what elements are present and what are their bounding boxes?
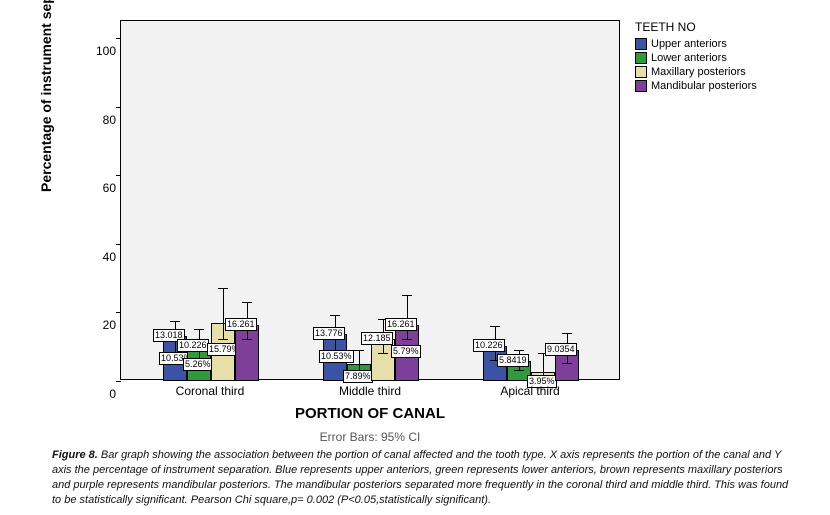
bar-value-label: 10.226 [177, 339, 209, 352]
legend-swatch [635, 80, 647, 92]
bar-ci-label: 7.89% [343, 370, 373, 383]
y-axis-title: Percentage of instrument separation [38, 0, 54, 192]
error-bar-cap [242, 302, 252, 303]
legend-swatch [635, 38, 647, 50]
legend: TEETH NO Upper anteriorsLower anteriorsM… [635, 20, 815, 93]
error-bar-cap [218, 288, 228, 289]
x-category-label: Middle third [339, 384, 401, 398]
bar-value-label: 10.226 [473, 339, 505, 352]
legend-item: Upper anteriors [635, 37, 815, 51]
bar-value-label: 13.776 [313, 327, 345, 340]
bar-value-label: 5.8419 [497, 354, 529, 367]
error-bar-cap [218, 339, 228, 340]
error-bar [223, 288, 224, 339]
error-bar-cap [242, 339, 252, 340]
legend-label: Lower anteriors [651, 51, 727, 65]
y-tick [116, 312, 121, 313]
error-bar-cap [514, 370, 524, 371]
error-bars-note: Error Bars: 95% CI [320, 430, 421, 444]
legend-label: Upper anteriors [651, 37, 727, 51]
y-tick-label: 20 [103, 318, 116, 332]
legend-title: TEETH NO [635, 20, 815, 34]
figure-container: 13.01810.53%10.2265.26%15.79%16.26113.77… [0, 0, 830, 515]
figure-caption: Figure 8. Bar graph showing the associat… [52, 448, 792, 507]
y-tick-label: 60 [103, 181, 116, 195]
error-bar-cap [562, 363, 572, 364]
error-bar-cap [402, 339, 412, 340]
bar-ci-label: 5.79% [391, 345, 421, 358]
bar-value-label: 12.185 [361, 332, 393, 345]
chart-plot-area: 13.01810.53%10.2265.26%15.79%16.26113.77… [120, 20, 620, 380]
y-tick-label: 80 [103, 113, 116, 127]
error-bar-cap [562, 333, 572, 334]
y-tick [116, 244, 121, 245]
legend-label: Mandibular posteriors [651, 79, 757, 93]
error-bar-cap [378, 353, 388, 354]
y-tick [116, 175, 121, 176]
bar-ci-label: 10.53% [319, 350, 354, 363]
error-bar-cap [330, 315, 340, 316]
error-bar-cap [490, 326, 500, 327]
figure-caption-text: Bar graph showing the association betwee… [52, 449, 788, 506]
error-bar-cap [170, 321, 180, 322]
x-axis-title: PORTION OF CANAL [295, 405, 445, 422]
y-tick [116, 38, 121, 39]
error-bar-cap [194, 329, 204, 330]
bar-value-label: 16.261 [225, 318, 257, 331]
legend-item: Maxillary posteriors [635, 65, 815, 79]
y-tick-label: 40 [103, 250, 116, 264]
legend-label: Maxillary posteriors [651, 65, 746, 79]
legend-swatch [635, 52, 647, 64]
error-bar-cap [354, 350, 364, 351]
y-tick-label: 0 [109, 387, 116, 401]
bar-value-label: 9.0354 [545, 343, 577, 356]
y-tick [116, 381, 121, 382]
legend-item: Lower anteriors [635, 51, 815, 65]
y-tick [116, 107, 121, 108]
x-category-label: Coronal third [176, 384, 245, 398]
error-bar-cap [402, 295, 412, 296]
legend-swatch [635, 66, 647, 78]
x-category-label: Apical third [500, 384, 559, 398]
error-bar-cap [514, 350, 524, 351]
legend-item: Mandibular posteriors [635, 79, 815, 93]
bar-ci-label: 5.26% [183, 358, 213, 371]
y-tick-label: 100 [96, 44, 116, 58]
bar-value-label: 16.261 [385, 318, 417, 331]
figure-label: Figure 8. [52, 449, 98, 461]
